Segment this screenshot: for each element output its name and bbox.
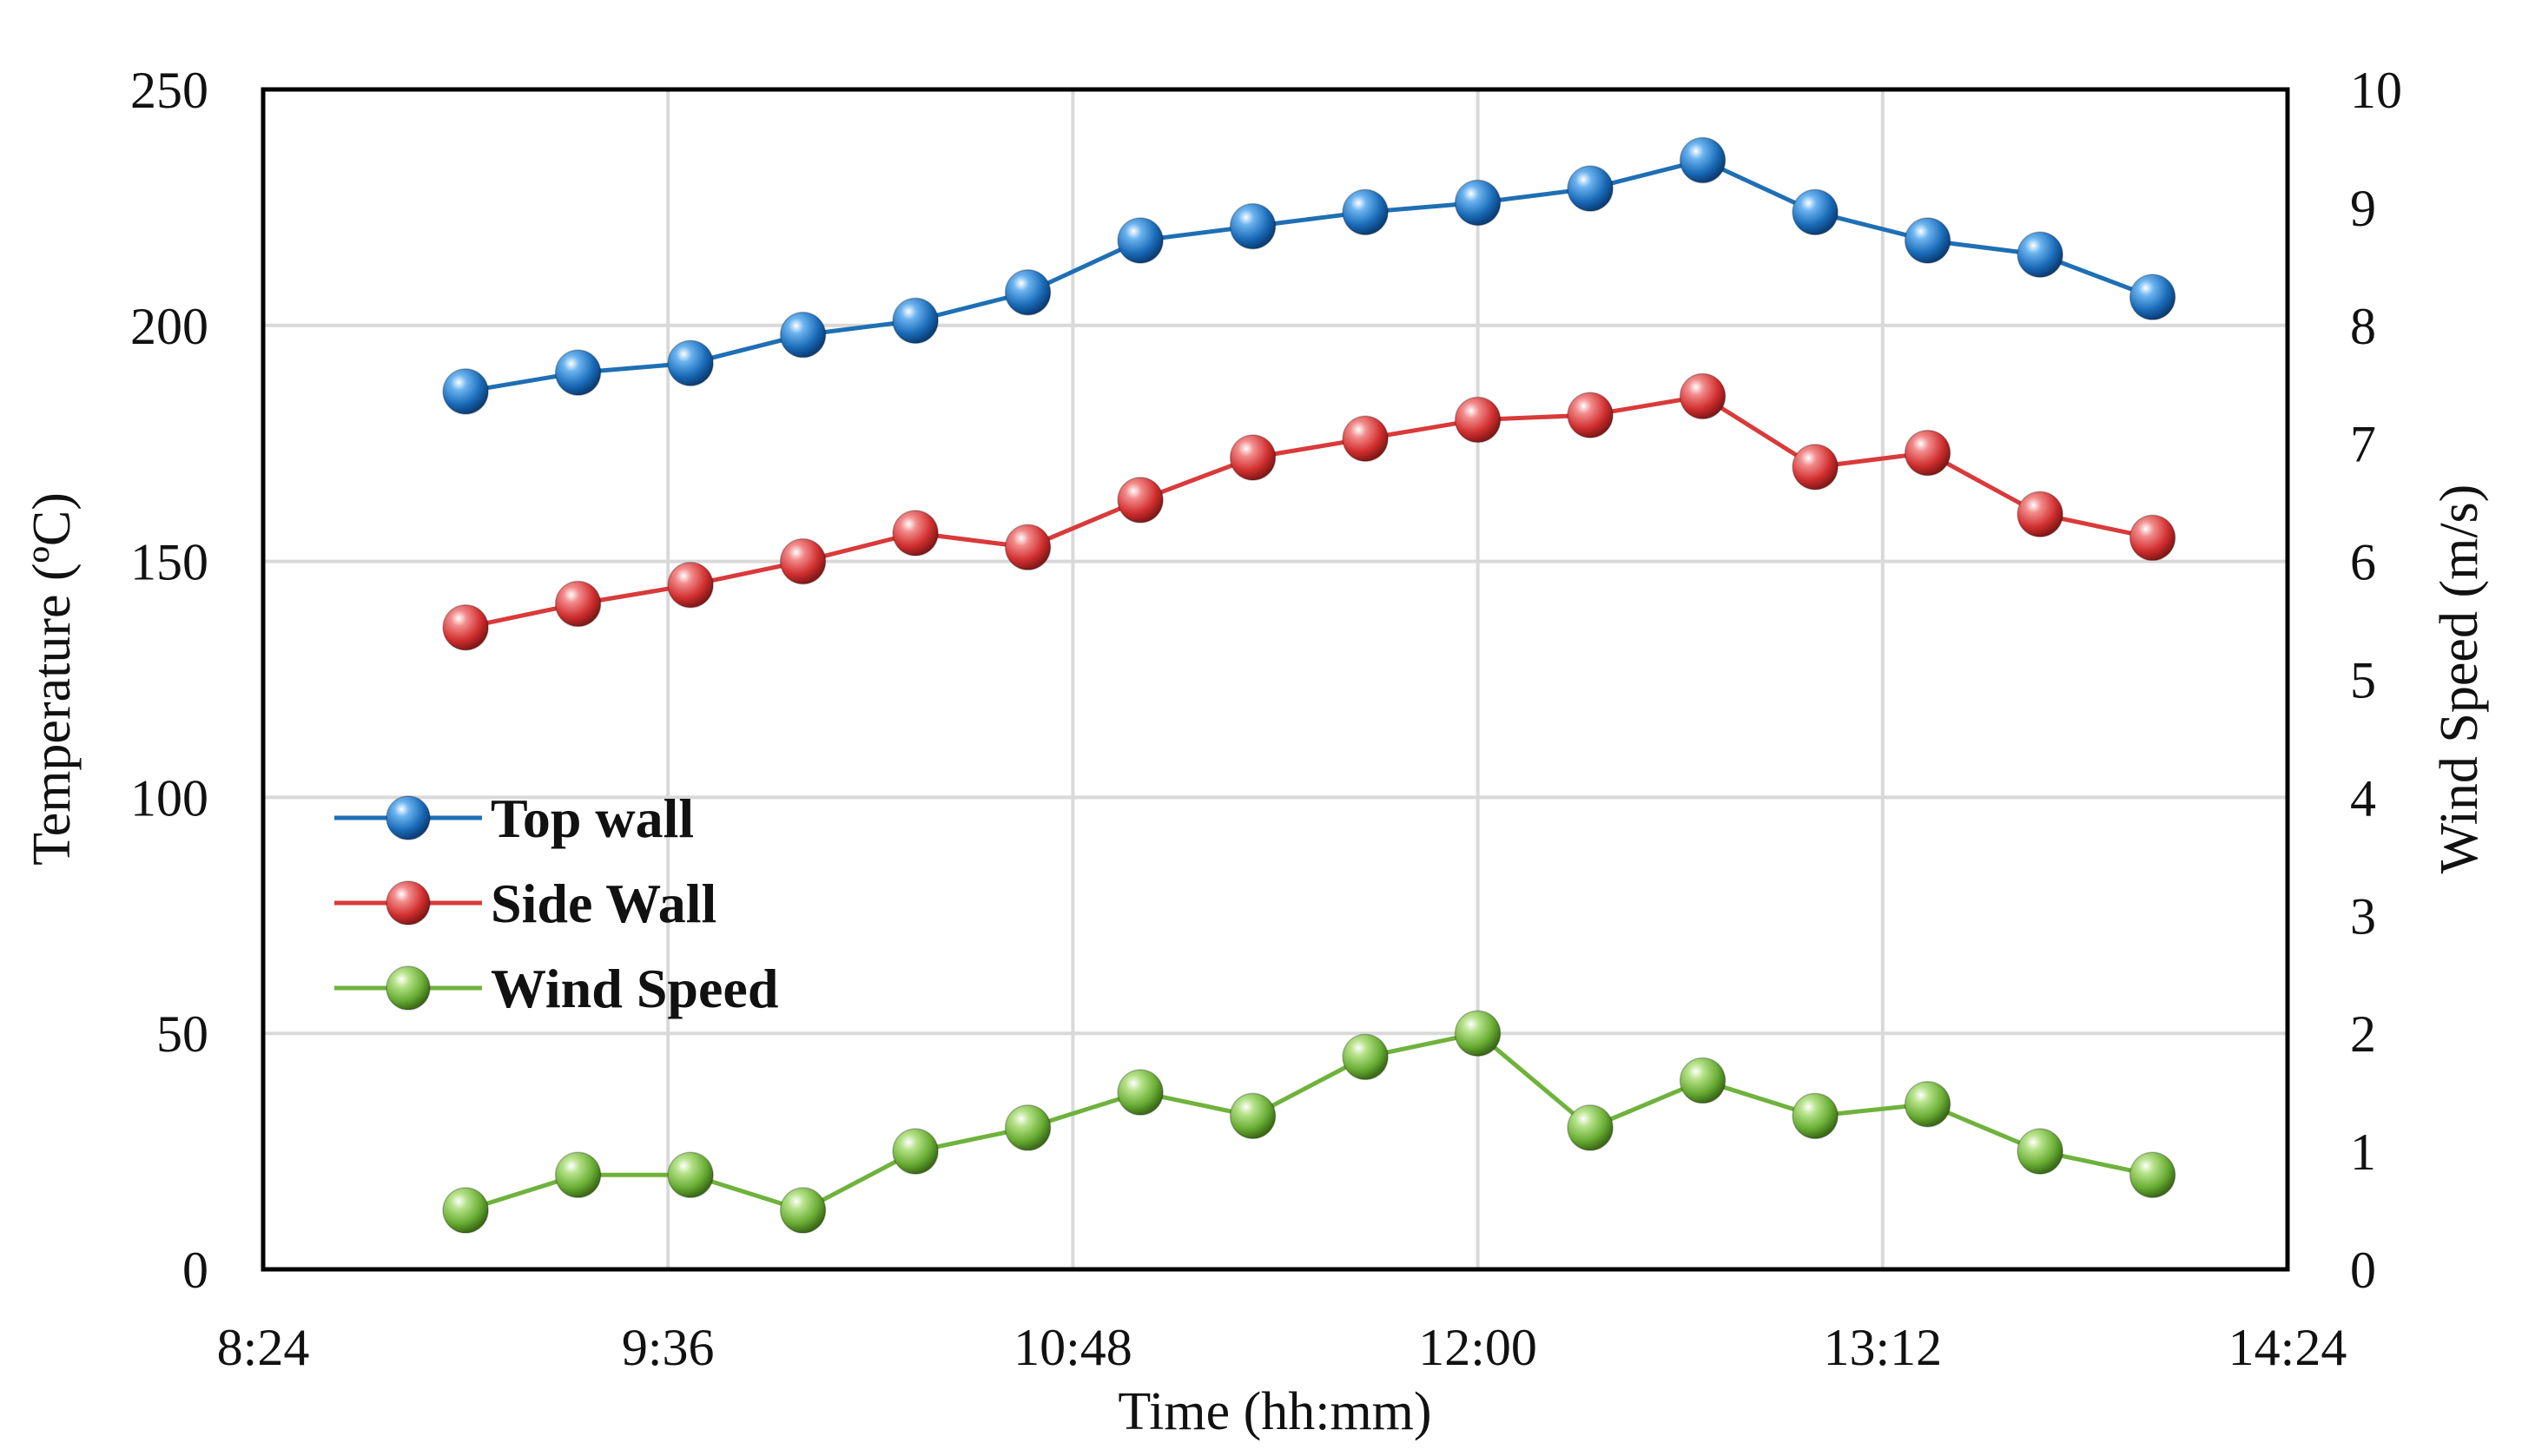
- y-tick-label: 250: [130, 62, 208, 119]
- legend-marker: [386, 965, 431, 1011]
- data-point-top-wall: [1792, 188, 1839, 236]
- data-point-wind-speed: [892, 1128, 939, 1175]
- data-point-top-wall: [892, 297, 939, 345]
- data-point-side-wall: [667, 562, 714, 609]
- legend-marker: [386, 880, 431, 926]
- x-tick-label: 9:36: [622, 1319, 715, 1376]
- y2-tick-label: 9: [2350, 180, 2376, 237]
- data-point-top-wall: [1904, 217, 1951, 264]
- data-point-wind-speed: [1342, 1033, 1389, 1081]
- data-point-side-wall: [2017, 491, 2063, 537]
- y-axis-title: Temperature (ºC): [23, 492, 82, 866]
- x-tick-label: 12:00: [1418, 1319, 1537, 1376]
- data-point-top-wall: [1117, 217, 1164, 264]
- data-point-side-wall: [1679, 372, 1726, 420]
- data-point-wind-speed: [1004, 1104, 1052, 1151]
- data-point-wind-speed: [554, 1151, 602, 1199]
- y-tick-label: 100: [130, 769, 208, 827]
- x-axis-title: Time (hh:mm): [1118, 1382, 1431, 1441]
- legend-label: Wind Speed: [491, 958, 778, 1019]
- data-point-top-wall: [1229, 202, 1277, 250]
- data-point-top-wall: [1679, 136, 1726, 184]
- data-point-side-wall: [1342, 415, 1389, 463]
- data-point-wind-speed: [1229, 1092, 1277, 1140]
- y2-axis-ticks: 0 1 2 3 4 5 6 7 8 9 10: [2350, 62, 2402, 1299]
- data-point-side-wall: [1454, 396, 1502, 444]
- series-top-wall: [442, 136, 2176, 415]
- y-tick-label: 0: [182, 1242, 208, 1299]
- data-point-wind-speed: [1679, 1057, 1726, 1104]
- data-point-top-wall: [442, 368, 489, 415]
- y2-axis-title: Wind Speed (m/s): [2430, 484, 2489, 874]
- y2-tick-label: 8: [2350, 298, 2376, 355]
- series-line-side-wall: [465, 393, 2154, 630]
- series-layer: [442, 136, 2176, 1234]
- y2-tick-label: 4: [2350, 769, 2376, 827]
- y-tick-label: 200: [130, 298, 208, 355]
- x-tick-label: 10:48: [1013, 1319, 1132, 1376]
- data-point-side-wall: [1567, 392, 1614, 438]
- data-point-side-wall: [1792, 444, 1839, 491]
- y2-tick-label: 5: [2350, 652, 2376, 709]
- data-point-top-wall: [779, 311, 827, 359]
- data-point-side-wall: [2129, 514, 2176, 562]
- series-side-wall: [442, 372, 2176, 651]
- x-tick-label: 8:24: [217, 1319, 310, 1376]
- data-point-wind-speed: [1567, 1104, 1614, 1151]
- data-point-wind-speed: [442, 1187, 489, 1234]
- x-tick-label: 13:12: [1823, 1319, 1942, 1376]
- data-point-side-wall: [1229, 434, 1277, 481]
- data-point-top-wall: [2129, 273, 2176, 320]
- legend-item-wind-speed: Wind Speed: [334, 958, 778, 1019]
- data-point-wind-speed: [2129, 1151, 2176, 1199]
- y2-tick-label: 0: [2350, 1242, 2376, 1299]
- y2-tick-label: 1: [2350, 1123, 2376, 1181]
- data-point-wind-speed: [2017, 1128, 2063, 1175]
- data-point-side-wall: [779, 537, 827, 585]
- y2-tick-label: 2: [2350, 1005, 2376, 1063]
- series-wind-speed: [442, 1010, 2176, 1234]
- plot-frame: [261, 87, 2290, 1272]
- legend-label: Top wall: [491, 787, 694, 849]
- data-point-top-wall: [1004, 268, 1052, 316]
- data-point-side-wall: [1004, 524, 1052, 571]
- legend-item-side-wall: Side Wall: [334, 873, 716, 934]
- data-point-side-wall: [442, 603, 489, 651]
- data-point-top-wall: [1567, 165, 1614, 212]
- gridlines: [261, 88, 2289, 1271]
- series-line-wind-speed: [465, 1031, 2154, 1213]
- data-point-wind-speed: [1454, 1010, 1502, 1057]
- data-point-side-wall: [892, 510, 939, 557]
- y2-tick-label: 10: [2350, 62, 2402, 119]
- data-point-top-wall: [554, 349, 602, 396]
- data-point-top-wall: [2017, 231, 2063, 279]
- y-tick-label: 50: [156, 1005, 208, 1063]
- legend-item-top-wall: Top wall: [334, 787, 694, 849]
- series-line-top-wall: [465, 158, 2154, 394]
- data-point-top-wall: [1454, 179, 1502, 227]
- data-point-side-wall: [1117, 477, 1164, 524]
- data-point-wind-speed: [1117, 1069, 1164, 1116]
- data-point-side-wall: [554, 580, 602, 628]
- legend-label: Side Wall: [491, 873, 716, 934]
- legend-marker: [386, 795, 431, 840]
- data-point-top-wall: [1342, 188, 1389, 236]
- data-point-wind-speed: [667, 1151, 714, 1199]
- y-tick-label: 150: [130, 534, 208, 591]
- data-point-top-wall: [667, 339, 714, 387]
- y2-tick-label: 3: [2350, 887, 2376, 945]
- y-axis-ticks: 0 50 100 150 200 250: [130, 62, 208, 1299]
- data-point-wind-speed: [779, 1187, 827, 1234]
- data-point-side-wall: [1904, 429, 1951, 477]
- x-axis-ticks: 8:24 9:36 10:48 12:00 13:12 14:24: [217, 1319, 2347, 1376]
- data-point-wind-speed: [1904, 1080, 1951, 1128]
- data-point-wind-speed: [1792, 1092, 1839, 1140]
- y2-tick-label: 6: [2350, 534, 2376, 591]
- y2-tick-label: 7: [2350, 416, 2376, 473]
- legend: Top wall Side Wall Wind Speed: [334, 787, 778, 1019]
- x-tick-label: 14:24: [2228, 1319, 2347, 1376]
